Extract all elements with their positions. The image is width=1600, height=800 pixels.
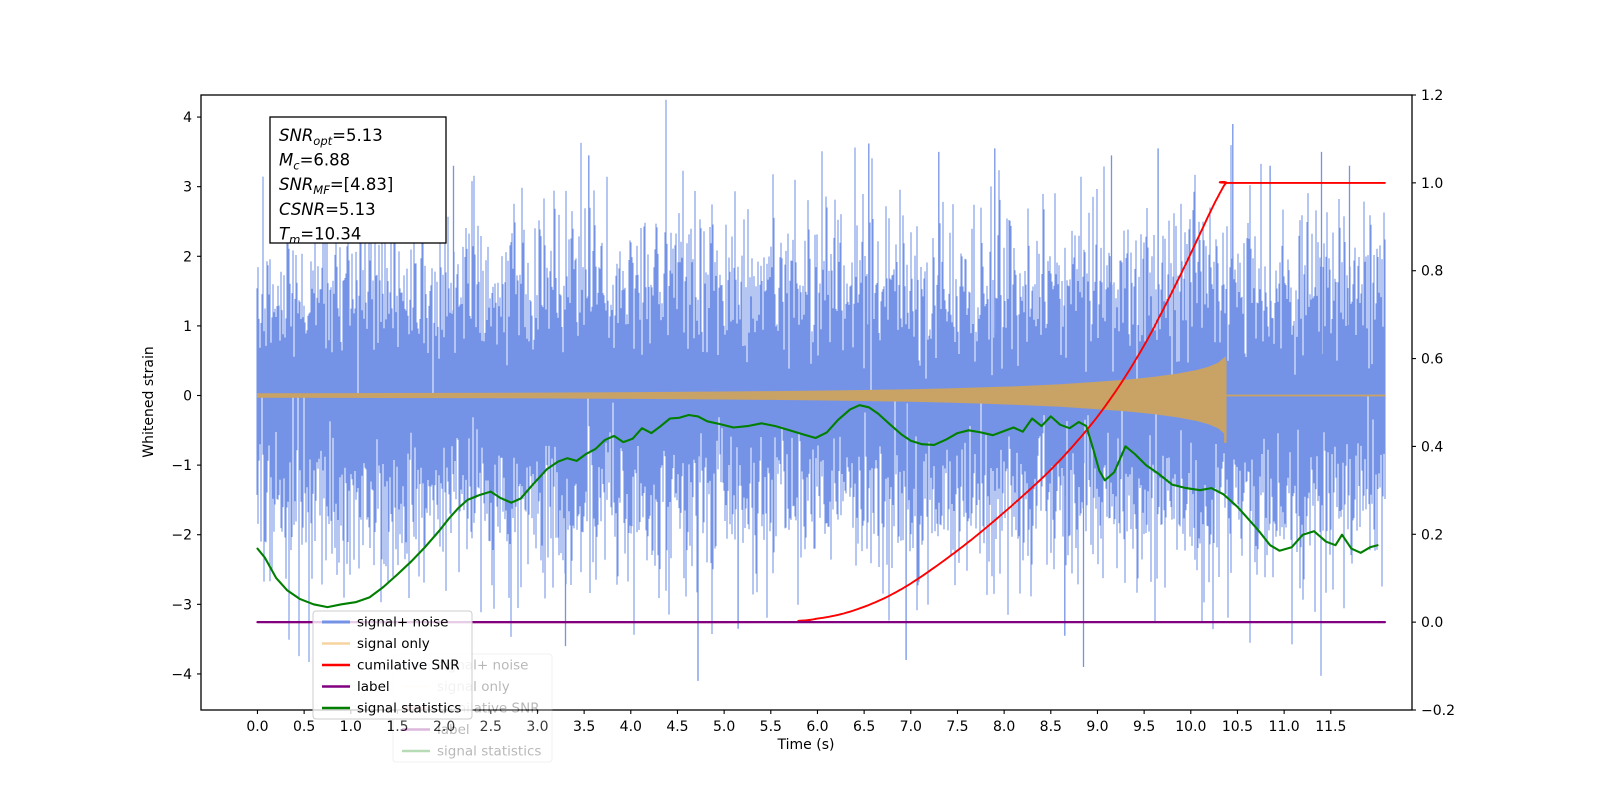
annotation-box bbox=[269, 116, 447, 244]
x-tick-label: 2.5 bbox=[480, 719, 502, 735]
y-right-tick-label: 0.2 bbox=[1421, 527, 1443, 543]
y-left-tick-label: −3 bbox=[171, 597, 192, 613]
y-right-tick-label: −0.2 bbox=[1421, 703, 1455, 719]
y-right-tick-label: 1.2 bbox=[1421, 88, 1443, 104]
x-tick-label: 9.5 bbox=[1133, 719, 1155, 735]
x-axis-label: Time (s) bbox=[777, 737, 835, 753]
x-tick-label: 4.5 bbox=[666, 719, 688, 735]
series-cumilative-snr bbox=[256, 181, 1386, 624]
x-tick-label: 4.0 bbox=[620, 719, 642, 735]
series-signal-noise-extremes bbox=[359, 124, 1351, 681]
x-tick-label: 9.0 bbox=[1086, 719, 1108, 735]
axes-spines bbox=[200, 94, 1413, 711]
x-tick-label: 6.0 bbox=[806, 719, 828, 735]
legend-label: signal+ noise bbox=[357, 615, 448, 631]
x-tick-label: 1.5 bbox=[386, 719, 408, 735]
x-tick-label: 3.5 bbox=[573, 719, 595, 735]
y-left-tick-label: −2 bbox=[171, 528, 192, 544]
x-tick-label: 1.0 bbox=[340, 719, 362, 735]
x-tick-label: 2.0 bbox=[433, 719, 455, 735]
annotation-line: Tm=10.34 bbox=[279, 224, 361, 246]
annotation-line: SNRopt=5.13 bbox=[279, 126, 383, 148]
y-axis-label: Whitened strain bbox=[141, 346, 157, 457]
x-tick-label: 7.0 bbox=[900, 719, 922, 735]
y-left-tick-label: −1 bbox=[171, 458, 192, 474]
x-tick-label: 8.0 bbox=[993, 719, 1015, 735]
legend-label: cumilative SNR bbox=[357, 658, 460, 674]
series-signal-statistics bbox=[256, 404, 1379, 609]
legend-box bbox=[312, 610, 473, 720]
x-tick-label: 3.0 bbox=[526, 719, 548, 735]
series-signal-only-tail bbox=[1225, 394, 1385, 397]
x-tick-label: 8.5 bbox=[1040, 719, 1062, 735]
ticks-layer: 0.0 0.5 1.0 1.5 2.0 2.5 3.0 3.5 4.0 4.5 5.0 5.5 6.0 6… bbox=[171, 88, 1455, 735]
x-tick-label: 10.0 bbox=[1175, 719, 1206, 735]
y-left-tick-label: 2 bbox=[183, 249, 192, 265]
x-tick-label: 0.0 bbox=[246, 719, 268, 735]
y-left-tick-label: 0 bbox=[183, 389, 192, 405]
annotation-line: SNRMF=[4.83] bbox=[279, 175, 393, 197]
x-tick-label: 6.5 bbox=[853, 719, 875, 735]
annotation-line: Mc=6.88 bbox=[279, 151, 350, 173]
y-right-tick-label: 0.6 bbox=[1421, 352, 1443, 368]
legend: signal+ noise signal only cumilative SNR la… bbox=[312, 610, 473, 720]
x-tick-label: 11.0 bbox=[1269, 719, 1300, 735]
legend-label: label bbox=[357, 679, 390, 695]
legend-label: signal statistics bbox=[357, 701, 461, 717]
x-tick-label: 11.5 bbox=[1315, 719, 1346, 735]
legend-label: signal only bbox=[357, 636, 430, 652]
x-tick-label: 7.5 bbox=[946, 719, 968, 735]
y-right-tick-label: 0.8 bbox=[1421, 264, 1443, 280]
y-left-tick-label: −4 bbox=[171, 667, 192, 683]
y-right-tick-label: 0.4 bbox=[1421, 439, 1443, 455]
y-left-tick-label: 4 bbox=[183, 110, 192, 126]
x-tick-label: 5.5 bbox=[760, 719, 782, 735]
x-tick-label: 10.5 bbox=[1222, 719, 1253, 735]
y-left-tick-label: 3 bbox=[183, 180, 192, 196]
y-right-tick-label: 1.0 bbox=[1421, 176, 1443, 192]
y-right-tick-label: 0.0 bbox=[1421, 615, 1443, 631]
x-tick-label: 0.5 bbox=[293, 719, 315, 735]
legend-layer: signal+ noise signal only cumilative SNR la… bbox=[312, 610, 553, 763]
annotation-line: CSNR=5.13 bbox=[279, 200, 376, 219]
y-left-tick-label: 1 bbox=[183, 319, 192, 335]
x-tick-label: 5.0 bbox=[713, 719, 735, 735]
legend-ghost-label: label bbox=[437, 722, 470, 738]
legend-ghost-label: signal statistics bbox=[437, 744, 541, 760]
